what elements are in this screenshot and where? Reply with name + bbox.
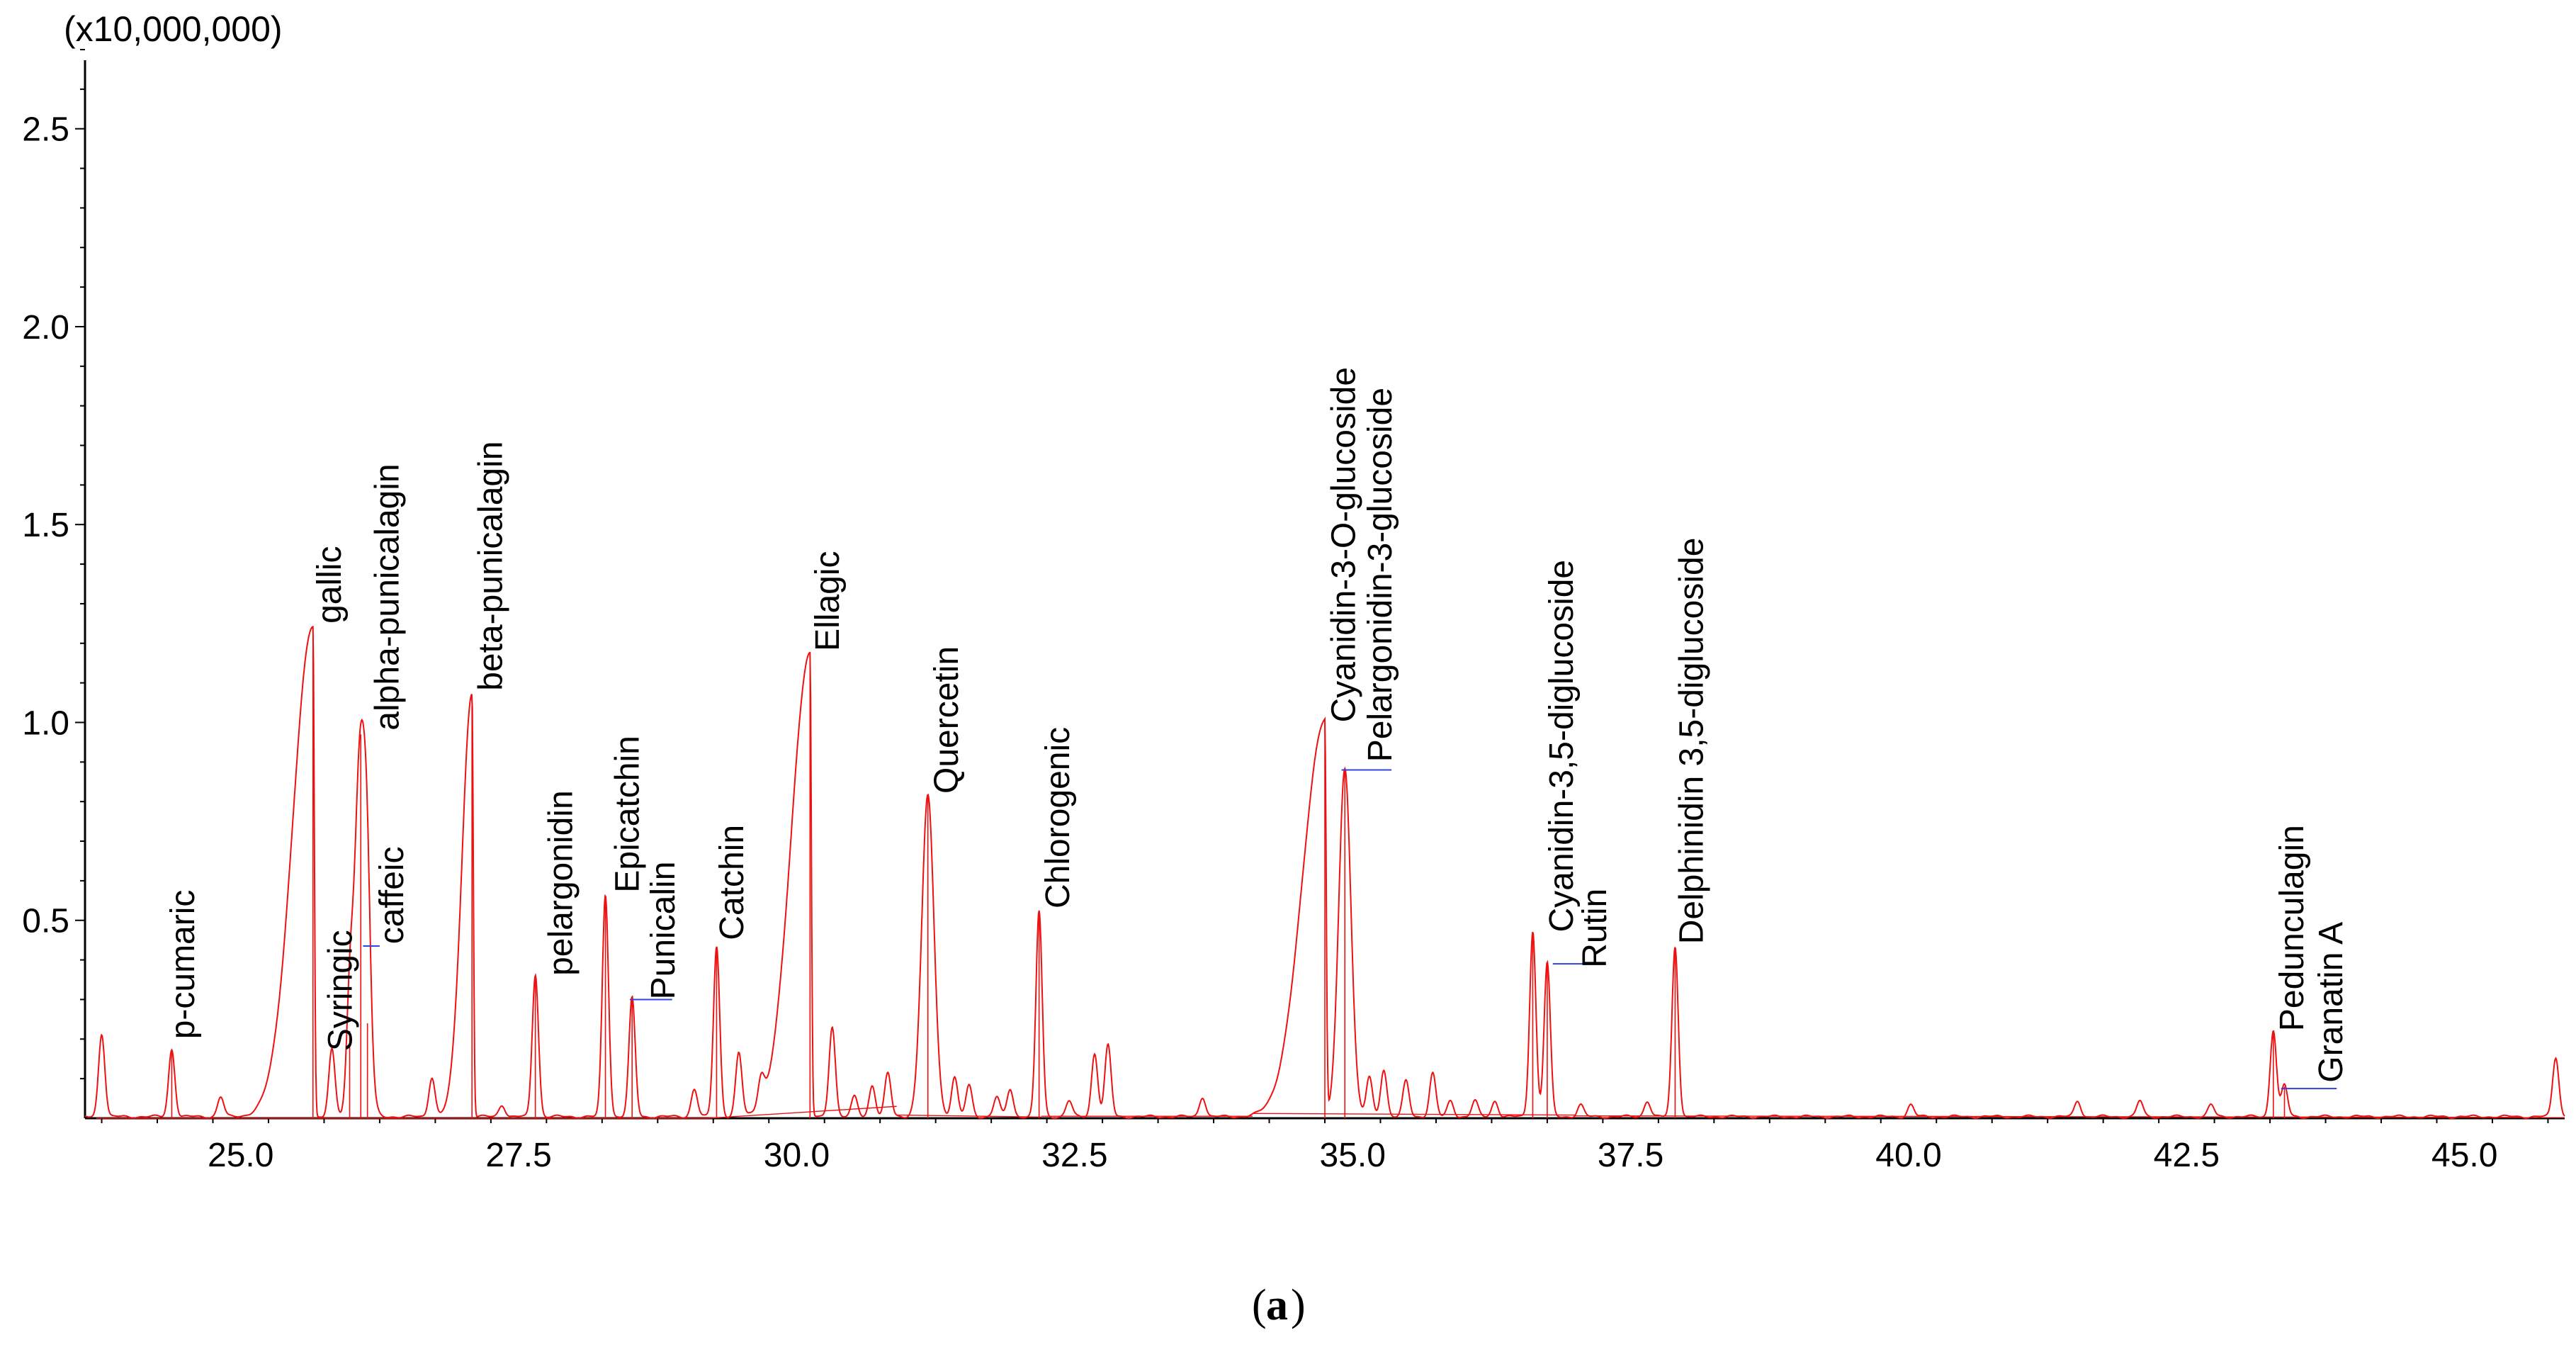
x-tick-label: 45.0 [2431, 1137, 2497, 1174]
caption-open-paren: ( [1252, 1281, 1267, 1329]
peak-label-granatin-a: Granatin A [2312, 922, 2350, 1083]
baseline-segment [707, 1105, 897, 1119]
x-tick-label: 42.5 [2154, 1137, 2220, 1174]
x-tick-label: 37.5 [1598, 1137, 1663, 1174]
peak-label-cyanidin-3-5-diglucoside: Cyanidin-3,5-diglucoside [1543, 560, 1581, 933]
y-tick-label: 2.0 [22, 309, 69, 347]
peak-label-caffeic: caffeic [373, 846, 411, 944]
peak-labels: p-cumaric gallic Syringic alpha-punicalagin… [164, 367, 2350, 1083]
y-tick-label: 1.0 [22, 704, 69, 742]
caption-close-paren: ) [1291, 1281, 1306, 1329]
peak-label-pedunculagin: Pedunculagin [2273, 825, 2311, 1031]
caption-letter: a [1266, 1281, 1288, 1329]
x-tick-label: 27.5 [485, 1137, 551, 1174]
peak-label-p-cumaric: p-cumaric [164, 890, 202, 1040]
y-tick-label: 0.5 [22, 903, 69, 940]
peak-label-rutin: Rutin [1576, 889, 1614, 968]
baseline-segment [896, 1114, 1041, 1118]
y-scale-label: (x10,000,000) [64, 9, 283, 49]
y-tick-label: 2.5 [22, 111, 69, 149]
peak-label-pelargonidin-3-glucoside: Pelargonidin-3-glucoside [1362, 388, 1399, 762]
peak-label-beta-punicalagin: beta-punicalagin [473, 441, 510, 691]
signal-trace [84, 626, 2565, 1120]
x-tick-label: 40.0 [1875, 1137, 1941, 1174]
peak-label-catchin: Catchin [713, 825, 751, 940]
figure-caption: ( a ) [1252, 1281, 1306, 1329]
peak-label-cyanidin-3-o-glucoside: Cyanidin-3-O-glucoside [1325, 367, 1362, 723]
peak-label-delphinidin-3-5-diglucoside: Delphinidin 3,5-diglucoside [1673, 538, 1711, 945]
chromatogram-line [84, 626, 2565, 1120]
peak-label-chlorogenic: Chlorogenic [1039, 727, 1077, 908]
x-tick-label: 25.0 [208, 1137, 273, 1174]
peak-label-pelargonidin: pelargonidin [542, 790, 580, 976]
x-tick-label: 35.0 [1320, 1137, 1386, 1174]
x-tick-label: 30.0 [764, 1137, 830, 1174]
y-tick-label: 1.5 [22, 507, 69, 544]
peak-label-quercetin: Quercetin [928, 646, 966, 794]
peak-label-syringic: Syringic [322, 930, 360, 1051]
peak-label-gallic: gallic [311, 546, 349, 624]
peak-label-epicatchin: Epicatchin [609, 736, 647, 892]
peak-label-punicalin: Punicalin [645, 862, 682, 1000]
baseline-segments [96, 1105, 2565, 1119]
peak-label-ellagic: Ellagic [809, 551, 847, 651]
x-tick-label: 32.5 [1041, 1137, 1107, 1174]
peak-markers [171, 627, 2337, 1118]
peak-label-alpha-punicalagin: alpha-punicalagin [369, 463, 407, 730]
